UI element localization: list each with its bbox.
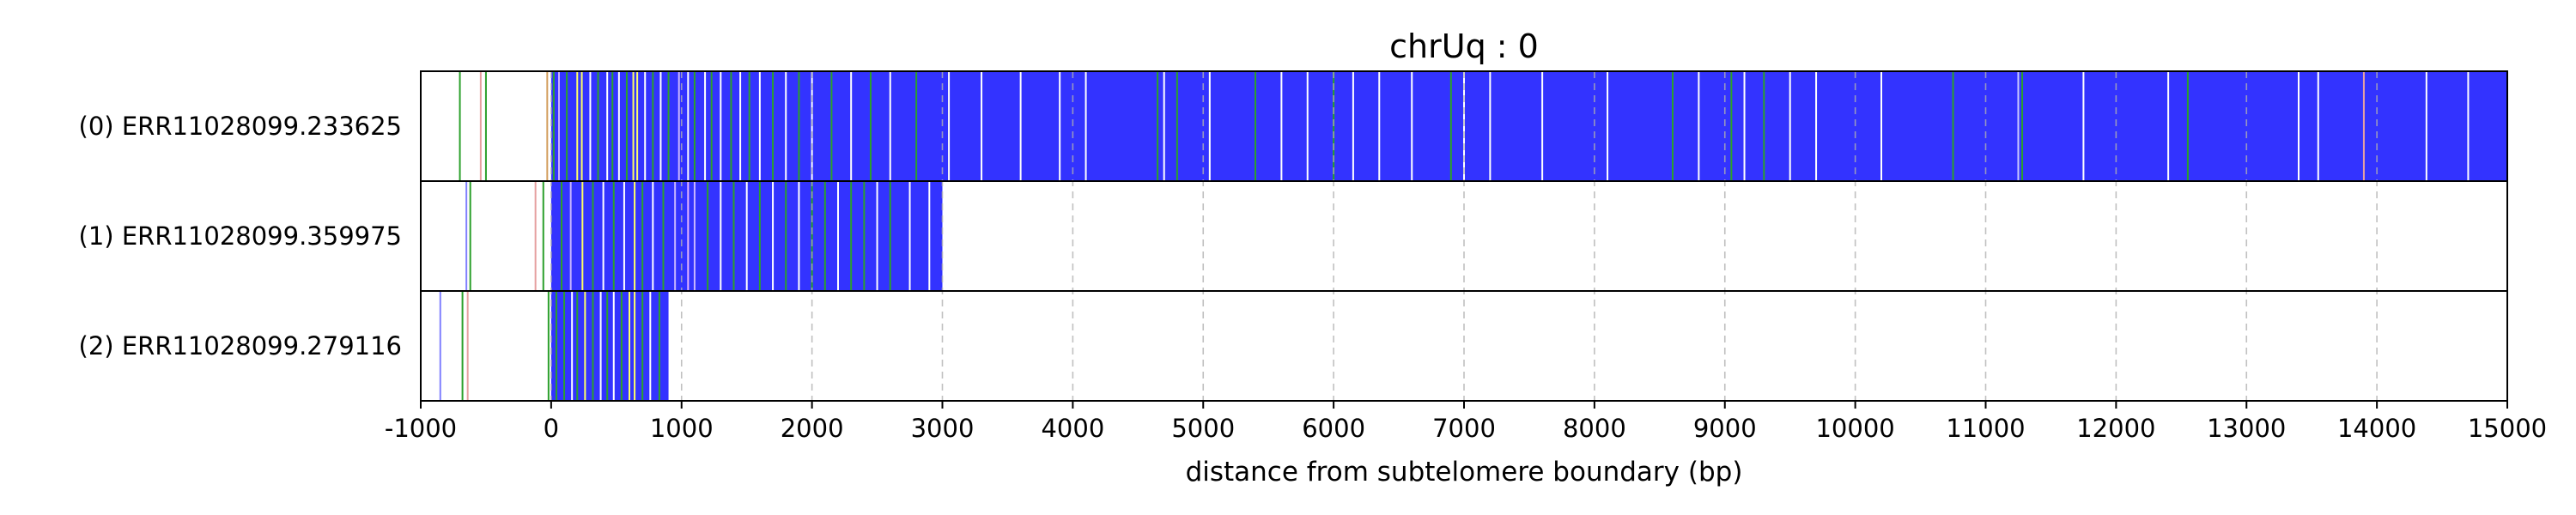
read-row: (0) ERR11028099.233625	[79, 71, 2507, 181]
x-tick-label: 2000	[781, 414, 844, 443]
x-axis: -1000 0 1000 2000 3000 4000 5000 6000 7000 8000 90…	[385, 401, 2547, 443]
x-tick-label: 12000	[2076, 414, 2155, 443]
x-tick-label: 3000	[911, 414, 975, 443]
x-tick-label: 14000	[2337, 414, 2416, 443]
x-tick-label: 5000	[1171, 414, 1235, 443]
x-tick-label: 11000	[1946, 414, 2025, 443]
x-tick-label: 0	[544, 414, 559, 443]
x-tick-label: 8000	[1563, 414, 1626, 443]
x-tick-label: 1000	[650, 414, 714, 443]
read-label: (2) ERR11028099.279116	[79, 331, 402, 360]
read-label: (0) ERR11028099.233625	[79, 112, 402, 141]
x-tick-label: 6000	[1302, 414, 1365, 443]
chart-title: chrUq : 0	[1389, 27, 1539, 65]
x-tick-label: -1000	[385, 414, 457, 443]
x-tick-label: 15000	[2468, 414, 2547, 443]
x-tick-label: 9000	[1693, 414, 1757, 443]
read-row: (1) ERR11028099.359975	[79, 181, 943, 291]
read-row: (2) ERR11028099.279116	[79, 291, 669, 401]
plot-area: (0) ERR11028099.233625 (1) ERR11028099.35…	[79, 70, 2508, 402]
x-tick-label: 7000	[1432, 414, 1496, 443]
read-bar	[550, 291, 669, 401]
read-bar	[550, 71, 2507, 181]
x-axis-label: distance from subtelomere boundary (bp)	[1186, 457, 1743, 488]
x-tick-label: 4000	[1041, 414, 1104, 443]
x-tick-label: 10000	[1815, 414, 1894, 443]
x-tick-label: 13000	[2207, 414, 2286, 443]
read-label: (1) ERR11028099.359975	[79, 221, 402, 251]
